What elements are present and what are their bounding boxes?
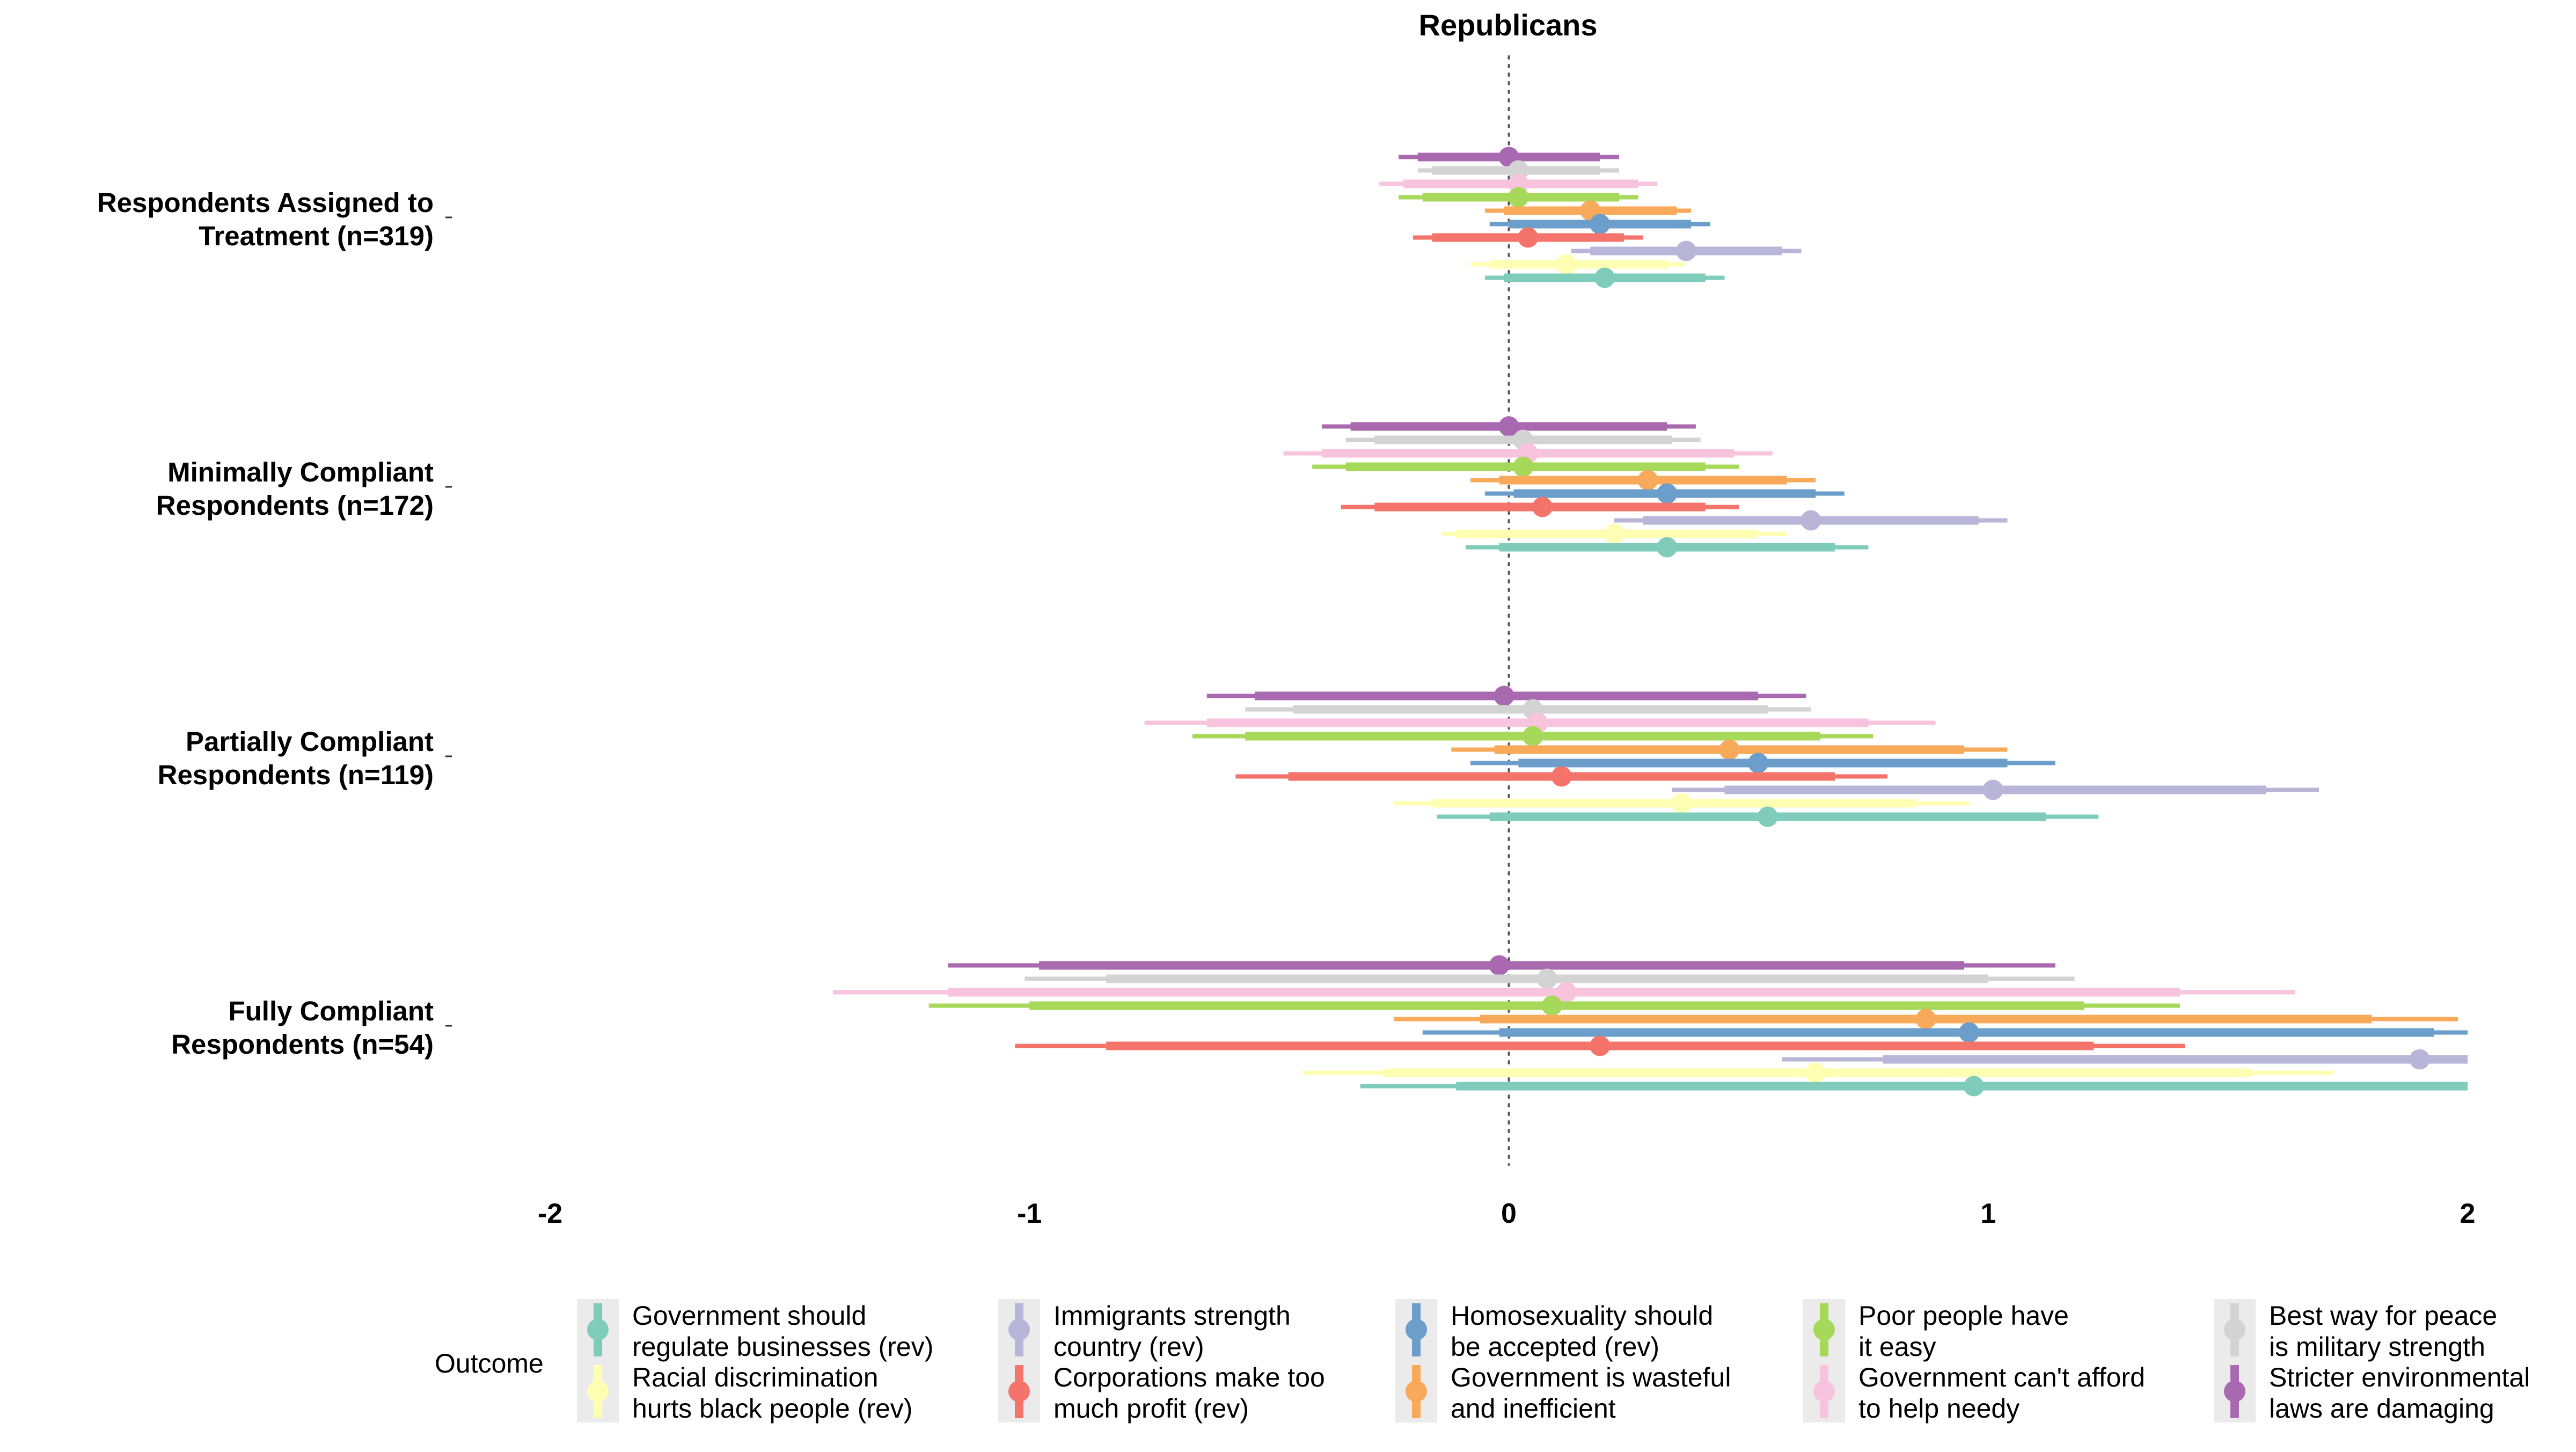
point-estimate-poor	[1513, 456, 1534, 477]
legend-entry-label-line: Corporations make too	[1053, 1362, 1325, 1392]
y-tick-label-line: Respondents (n=119)	[158, 760, 434, 790]
point-estimate-corporations	[1518, 227, 1539, 248]
y-tick-label-line: Partially Compliant	[186, 726, 434, 757]
point-estimate-gov_regulate	[1657, 537, 1678, 558]
bars-layer	[833, 147, 2468, 1097]
legend-entry-label-line: Government should	[632, 1301, 866, 1331]
point-estimate-environment	[1489, 955, 1510, 976]
legend-entry-label: Government should regulate businesses (re…	[632, 1301, 933, 1362]
point-estimate-poor	[1508, 187, 1529, 208]
legend-entry-label-line: hurts black people (rev)	[632, 1393, 912, 1424]
point-estimate-homosexuality	[1747, 753, 1768, 774]
y-tick-label-line: Respondents Assigned to	[97, 187, 434, 218]
chart-title: Republicans	[1419, 8, 1598, 42]
legend-entry-label: Stricter environmental laws are damaging	[2269, 1362, 2530, 1424]
legend-key-point	[1008, 1319, 1030, 1340]
legend-entry-label-line: Best way for peace	[2269, 1301, 2497, 1331]
point-estimate-racial	[1805, 1062, 1826, 1083]
point-estimate-immigrants	[1801, 510, 1821, 531]
y-tick-label: Fully Compliant Respondents (n=54)	[171, 996, 434, 1060]
legend-title: Outcome	[435, 1348, 544, 1378]
point-estimate-homosexuality	[1959, 1022, 1980, 1043]
y-tick-label-line: Fully Compliant	[229, 996, 434, 1026]
point-estimate-racial	[1556, 254, 1577, 275]
legend-entry-label-line: much profit (rev)	[1053, 1393, 1249, 1424]
legend-entry-label-line: and inefficient	[1451, 1393, 1616, 1424]
legend-entry-label-line: Poor people have	[1858, 1301, 2069, 1331]
point-estimate-racial	[1671, 793, 1692, 814]
point-estimate-wasteful	[1915, 1009, 1936, 1030]
legend-entry-label-line: country (rev)	[1053, 1332, 1204, 1362]
point-estimate-environment	[1494, 685, 1514, 706]
x-tick-label: -1	[1017, 1198, 1042, 1229]
legend: Outcome Government should regulate busines…	[435, 1299, 2530, 1424]
legend-entry-label: Immigrants strength country (rev)	[1053, 1301, 1291, 1362]
point-estimate-gov_regulate	[1757, 806, 1778, 827]
legend-entry-label-line: Homosexuality should	[1451, 1301, 1713, 1331]
point-estimate-poor	[1541, 995, 1562, 1016]
point-estimate-homosexuality	[1590, 214, 1611, 235]
legend-entry-label: Corporations make too much profit (rev)	[1053, 1362, 1325, 1424]
legend-entry-label-line: Racial discrimination	[632, 1362, 879, 1392]
legend-entry-label-line: be accepted (rev)	[1451, 1332, 1659, 1362]
legend-key-point	[1406, 1319, 1427, 1340]
legend-key-point	[1406, 1381, 1427, 1402]
point-estimate-immigrants	[1676, 240, 1697, 261]
legend-entry-label: Government can't afford to help needy	[1858, 1362, 2145, 1424]
y-tick-label: Respondents Assigned to Treatment (n=319)	[97, 187, 434, 251]
legend-entry-label-line: Stricter environmental	[2269, 1362, 2530, 1392]
x-tick-label: 2	[2460, 1198, 2476, 1229]
legend-entry-label: Homosexuality should be accepted (rev)	[1451, 1301, 1713, 1362]
legend-entry-label: Government is wasteful and inefficient	[1451, 1362, 1731, 1424]
legend-entry-label-line: Immigrants strength	[1053, 1301, 1291, 1331]
legend-entry-label: Racial discrimination hurts black people …	[632, 1362, 912, 1424]
legend-entry-label: Best way for peace is military strength	[2269, 1301, 2497, 1362]
legend-entry-label-line: it easy	[1858, 1332, 1936, 1362]
point-estimate-wasteful	[1637, 470, 1658, 491]
legend-entry-label: Poor people have it easy	[1858, 1301, 2069, 1362]
y-tick-label: Minimally Compliant Respondents (n=172)	[156, 457, 434, 521]
y-tick-label-line: Treatment (n=319)	[199, 221, 434, 251]
point-estimate-environment	[1498, 416, 1519, 437]
legend-entry-label-line: is military strength	[2269, 1332, 2485, 1362]
legend-key-point	[2224, 1319, 2245, 1340]
y-tick-label: Partially Compliant Respondents (n=119)	[158, 726, 434, 790]
legend-entry-label-line: Government is wasteful	[1451, 1362, 1731, 1392]
legend-entry-label-line: regulate businesses (rev)	[632, 1332, 933, 1362]
point-estimate-homosexuality	[1657, 483, 1678, 504]
point-estimate-gov_regulate	[1963, 1076, 1984, 1097]
legend-key-point	[1008, 1381, 1030, 1402]
legend-entry-label-line: Government can't afford	[1858, 1362, 2145, 1392]
point-estimate-corporations	[1532, 497, 1553, 517]
legend-key-point	[1813, 1381, 1835, 1402]
legend-key-point	[587, 1381, 609, 1402]
point-estimate-poor	[1523, 726, 1543, 747]
legend-entry-label-line: laws are damaging	[2269, 1393, 2494, 1424]
legend-entry-label-line: to help needy	[1858, 1393, 2019, 1424]
point-estimate-immigrants	[1982, 779, 2003, 800]
point-estimate-gov_regulate	[1594, 267, 1615, 288]
point-estimate-corporations	[1590, 1035, 1611, 1056]
point-estimate-wasteful	[1719, 739, 1740, 760]
point-estimate-corporations	[1551, 766, 1572, 787]
point-estimate-military	[1536, 968, 1557, 989]
y-tick-label-line: Minimally Compliant	[167, 457, 434, 487]
x-tick-label: 1	[1980, 1198, 1996, 1229]
x-tick-label: -2	[538, 1198, 562, 1229]
y-tick-label-line: Respondents (n=172)	[156, 490, 434, 521]
axis-layer: -2 -1 0 1 2 Respondents Assigned to Treatment …	[97, 55, 2476, 1229]
y-tick-label-line: Respondents (n=54)	[171, 1029, 434, 1060]
x-tick-label: 0	[1501, 1198, 1517, 1229]
point-estimate-racial	[1604, 523, 1625, 544]
point-estimate-needy	[1556, 982, 1577, 1003]
legend-key-point	[587, 1319, 609, 1340]
legend-key-point	[2224, 1381, 2245, 1402]
legend-key-point	[1813, 1319, 1835, 1340]
point-estimate-immigrants	[2409, 1049, 2430, 1070]
